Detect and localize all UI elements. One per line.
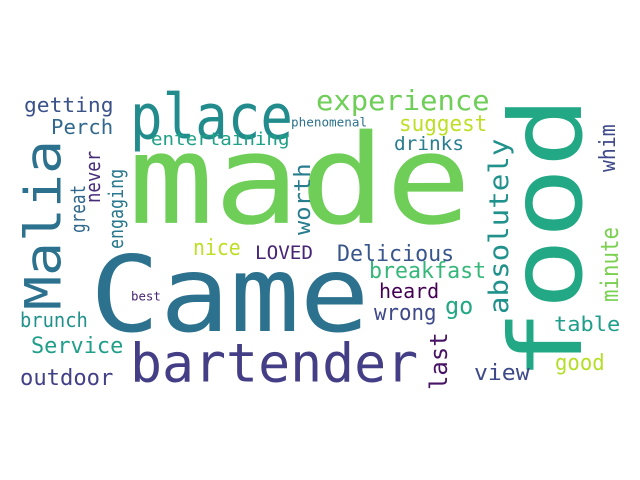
word-whim: whim [596, 124, 621, 172]
word-good: good [555, 351, 605, 376]
word-perch: Perch [51, 116, 114, 139]
word-came: Came [90, 234, 370, 357]
word-wrong: wrong [374, 301, 437, 326]
word-nice: nice [193, 236, 241, 261]
word-breakfast: breakfast [369, 259, 487, 284]
word-phenomenal: phenomenal [291, 115, 368, 130]
word-getting: getting [24, 94, 114, 117]
word-go: go [445, 292, 474, 320]
word-absolutely: absolutely [485, 138, 515, 314]
word-drinks: drinks [394, 132, 465, 155]
word-view: view [474, 361, 530, 386]
word-delicious: Delicious [337, 242, 455, 267]
word-malia: Malia [15, 139, 73, 310]
word-place: place [130, 82, 293, 154]
word-brunch: brunch [20, 309, 88, 332]
word-heard: heard [379, 280, 440, 303]
word-great: great [67, 184, 90, 233]
word-service: Service [31, 334, 124, 359]
word-suggest: suggest [399, 112, 488, 137]
word-made: made [128, 107, 472, 253]
word-last: last [425, 332, 453, 390]
word-outdoor: outdoor [20, 366, 114, 391]
word-worth: worth [291, 163, 316, 235]
word-minute: minute [596, 227, 624, 302]
word-bartender: bartender [130, 332, 419, 395]
word-experience: experience [316, 85, 490, 117]
word-engaging: engaging [105, 168, 128, 249]
word-table: table [554, 313, 621, 336]
word-entertaining: entertaining [151, 129, 290, 150]
word-loved: LOVED [255, 241, 314, 264]
word-best: best [131, 289, 161, 304]
